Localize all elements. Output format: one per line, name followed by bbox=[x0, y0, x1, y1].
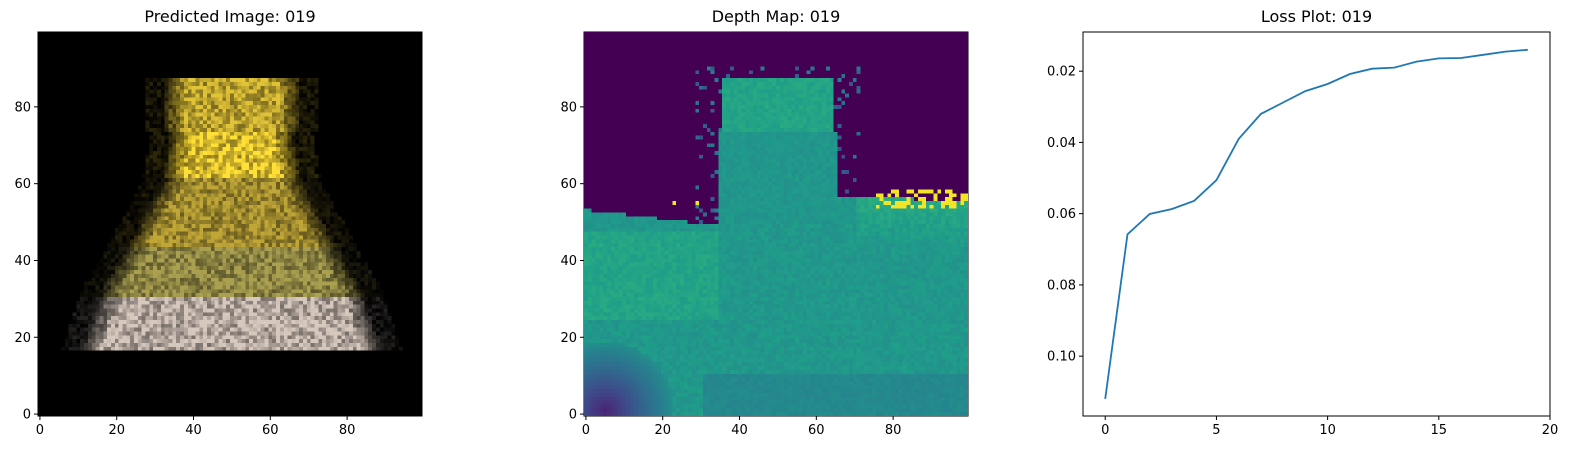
predicted-image-xtick-label: 40 bbox=[185, 423, 202, 438]
depth-map-ytick-label: 60 bbox=[560, 177, 577, 192]
predicted-image-ytick-label: 80 bbox=[14, 100, 31, 115]
loss-plot-ytick-label: 0.08 bbox=[1047, 278, 1076, 293]
loss-plot-xtick-label: 10 bbox=[1319, 423, 1336, 438]
loss-plot-ytick-label: 0.06 bbox=[1047, 207, 1076, 222]
depth-map-xtick-label: 20 bbox=[654, 423, 671, 438]
depth-map-xtick-label: 60 bbox=[808, 423, 825, 438]
loss-plot-ytick-label: 0.04 bbox=[1047, 136, 1076, 151]
predicted-image-ytick-label: 60 bbox=[14, 177, 31, 192]
predicted-image-title: Predicted Image: 019 bbox=[144, 7, 316, 26]
loss-plot-ytick-label: 0.10 bbox=[1047, 350, 1076, 365]
predicted-image-ytick-label: 40 bbox=[14, 254, 31, 269]
loss-plot-xtick-label: 15 bbox=[1431, 423, 1448, 438]
predicted-image-heatmap bbox=[38, 32, 422, 416]
loss-series-line bbox=[1104, 48, 1528, 400]
depth-map-ytick-label: 80 bbox=[560, 100, 577, 115]
depth-map-ytick-label: 40 bbox=[560, 254, 577, 269]
depth-map-xtick-label: 0 bbox=[582, 423, 590, 438]
loss-plot-title: Loss Plot: 019 bbox=[1260, 7, 1373, 26]
loss-plot-xtick-label: 5 bbox=[1212, 423, 1220, 438]
depth-map-xtick-label: 80 bbox=[885, 423, 902, 438]
loss-plot-ytick-label: 0.02 bbox=[1047, 65, 1076, 80]
predicted-image-ytick-label: 20 bbox=[14, 331, 31, 346]
loss-plot-xtick-label: 0 bbox=[1101, 423, 1109, 438]
predicted-image-xtick-label: 80 bbox=[339, 423, 356, 438]
predicted-image-ytick-label: 0 bbox=[23, 408, 31, 423]
depth-map-title: Depth Map: 019 bbox=[711, 7, 841, 26]
predicted-image-xtick-label: 0 bbox=[36, 423, 44, 438]
loss-plot-xtick-label: 20 bbox=[1542, 423, 1559, 438]
predicted-image-xtick-label: 60 bbox=[262, 423, 279, 438]
predicted-image-xtick-label: 20 bbox=[108, 423, 125, 438]
depth-map-ytick-label: 20 bbox=[560, 331, 577, 346]
loss-plot-frame bbox=[1082, 31, 1551, 417]
depth-map-heatmap bbox=[584, 32, 968, 416]
depth-map-xtick-label: 40 bbox=[731, 423, 748, 438]
depth-map-ytick-label: 0 bbox=[569, 408, 577, 423]
